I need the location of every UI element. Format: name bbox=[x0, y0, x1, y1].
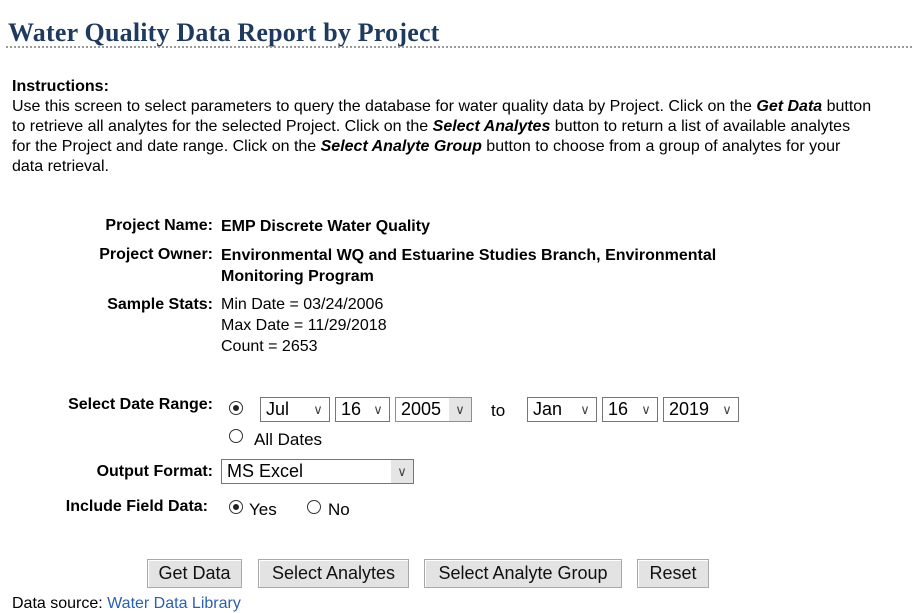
output-format-label: Output Format: bbox=[96, 463, 213, 480]
chevron-down-icon: ∨ bbox=[373, 402, 383, 417]
chevron-down-icon: ∨ bbox=[722, 402, 732, 417]
instructions-heading: Instructions: bbox=[12, 78, 109, 95]
date-range-to-text: to bbox=[491, 401, 506, 420]
to-year-value: 2019 bbox=[669, 399, 710, 419]
chevron-down-icon: ∨ bbox=[391, 460, 413, 483]
instructions-get-data: Get Data bbox=[756, 98, 823, 115]
from-year-select[interactable]: 2005 ∨ bbox=[395, 397, 472, 422]
field-data-yes-label: Yes bbox=[249, 500, 277, 519]
from-month-select[interactable]: Jul ∨ bbox=[260, 397, 330, 422]
chevron-down-icon: ∨ bbox=[580, 402, 590, 417]
to-month-value: Jan bbox=[533, 399, 563, 419]
from-day-value: 16 bbox=[341, 399, 362, 419]
from-month-value: Jul bbox=[266, 399, 290, 419]
data-source-prefix: Data source: bbox=[12, 595, 108, 612]
sample-stats-max-date: Max Date = 11/29/2018 bbox=[221, 317, 387, 334]
all-dates-radio[interactable] bbox=[229, 429, 243, 443]
from-year-value: 2005 bbox=[401, 399, 442, 419]
title-divider bbox=[6, 46, 912, 48]
field-data-no-label: No bbox=[328, 500, 350, 519]
instructions-text-2: button to retrieve all analytes for the … bbox=[12, 98, 872, 135]
project-owner-value: Environmental WQ and Estuarine Studies B… bbox=[221, 247, 717, 285]
field-data-no-radio[interactable] bbox=[307, 500, 321, 514]
instructions-select-analytes: Select Analytes bbox=[432, 118, 551, 135]
include-field-data-label: Include Field Data: bbox=[65, 498, 208, 515]
date-range-radio[interactable] bbox=[229, 401, 243, 415]
date-range-label: Select Date Range: bbox=[68, 396, 213, 413]
instructions-text: Use this screen to select parameters to … bbox=[12, 97, 872, 177]
field-data-yes-radio[interactable] bbox=[229, 500, 243, 514]
chevron-down-icon: ∨ bbox=[313, 402, 323, 417]
instructions-text-1: Use this screen to select parameters to … bbox=[12, 98, 757, 115]
to-year-select[interactable]: 2019 ∨ bbox=[663, 397, 739, 422]
instructions-select-analyte-group: Select Analyte Group bbox=[320, 138, 482, 155]
sample-stats-min-date: Min Date = 03/24/2006 bbox=[221, 296, 384, 313]
get-data-button[interactable]: Get Data bbox=[147, 559, 242, 588]
to-day-select[interactable]: 16 ∨ bbox=[602, 397, 658, 422]
instructions-text-3: button to return a list of available ana… bbox=[12, 118, 851, 155]
chevron-down-icon: ∨ bbox=[641, 402, 651, 417]
select-analytes-button[interactable]: Select Analytes bbox=[258, 559, 409, 588]
to-day-value: 16 bbox=[608, 399, 629, 419]
water-data-library-link[interactable]: Water Data Library bbox=[107, 595, 241, 612]
output-format-select[interactable]: MS Excel ∨ bbox=[221, 459, 414, 484]
instructions-text-4: button to choose from a group of analyte… bbox=[12, 138, 841, 175]
all-dates-label: All Dates bbox=[254, 430, 323, 449]
project-owner-label: Project Owner: bbox=[99, 246, 213, 263]
to-month-select[interactable]: Jan ∨ bbox=[527, 397, 597, 422]
from-day-select[interactable]: 16 ∨ bbox=[335, 397, 390, 422]
chevron-down-icon: ∨ bbox=[449, 398, 471, 421]
reset-button[interactable]: Reset bbox=[637, 559, 709, 588]
sample-stats-count: Count = 2653 bbox=[221, 338, 318, 355]
data-source-footer: Data source: Water Data Library bbox=[12, 595, 241, 613]
page-title: Water Quality Data Report by Project bbox=[8, 18, 440, 47]
project-name-label: Project Name: bbox=[105, 217, 213, 234]
select-analyte-group-button[interactable]: Select Analyte Group bbox=[424, 559, 622, 588]
output-format-value: MS Excel bbox=[227, 461, 304, 481]
project-name-value: EMP Discrete Water Quality bbox=[221, 218, 430, 235]
sample-stats-label: Sample Stats: bbox=[107, 296, 213, 313]
instructions-block: Instructions: Use this screen to select … bbox=[12, 77, 872, 177]
